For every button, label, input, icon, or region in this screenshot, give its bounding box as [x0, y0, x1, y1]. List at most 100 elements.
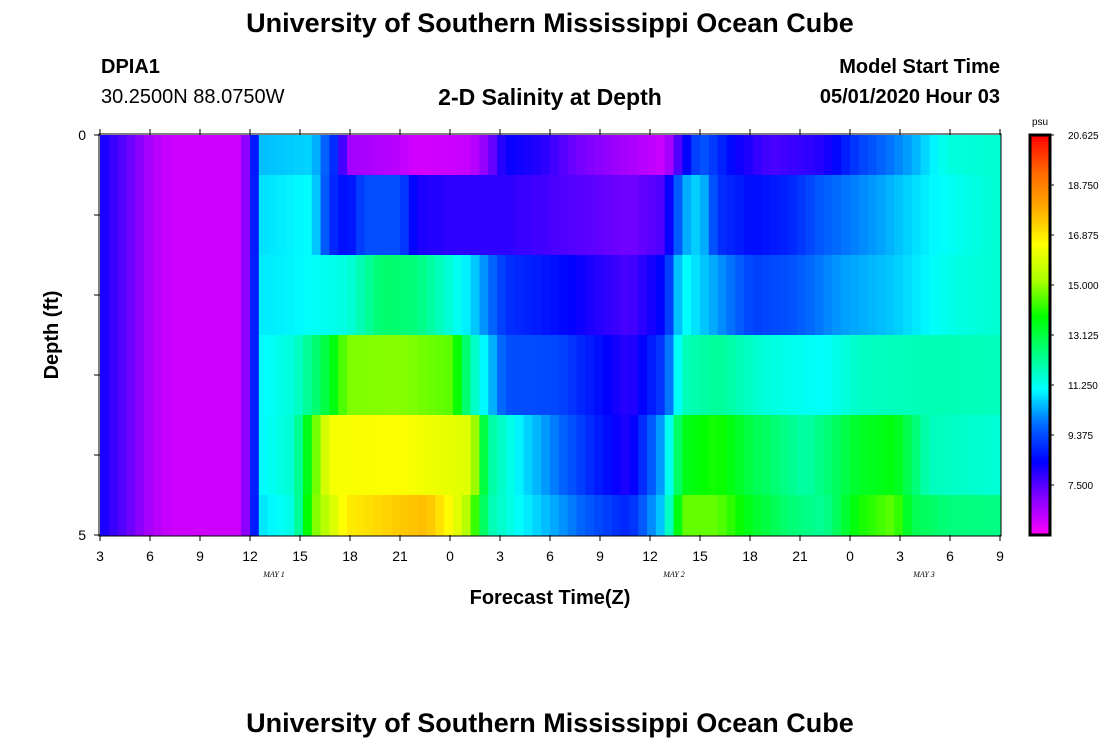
heatmap-cell [823, 495, 833, 536]
chart-subtitle: 2-D Salinity at Depth [438, 84, 662, 110]
heatmap-cell [232, 135, 242, 176]
heatmap-cell [311, 175, 322, 256]
heatmap-cell [523, 175, 533, 256]
heatmap-cell [858, 335, 869, 416]
heatmap-cell [364, 135, 375, 176]
x-tick-label: 3 [896, 548, 904, 564]
heatmap-cell [585, 495, 595, 536]
date-label: MAY 1 [262, 570, 285, 579]
heatmap-cell [664, 495, 675, 536]
heatmap-cell [770, 175, 781, 256]
heatmap-cell [700, 175, 710, 256]
x-tick-label: 18 [742, 548, 758, 564]
heatmap-cell [347, 255, 357, 336]
heatmap-cell [294, 255, 304, 336]
heatmap-cell [885, 175, 895, 256]
heatmap-cell [470, 415, 481, 496]
heatmap-cell [929, 175, 939, 256]
heatmap-cell [805, 415, 816, 496]
heatmap-cell [391, 415, 401, 496]
heatmap-cell [400, 255, 410, 336]
heatmap-cell [108, 415, 119, 496]
heatmap-cell [214, 175, 225, 256]
heatmap-cell [523, 335, 533, 416]
heatmap-cell [805, 495, 816, 536]
heatmap-cell [726, 415, 736, 496]
heatmap-cell [585, 255, 595, 336]
heatmap-cell [223, 495, 233, 536]
heatmap-cell [347, 135, 357, 176]
heatmap-cell [382, 495, 392, 536]
heatmap-cell [805, 255, 816, 336]
heatmap-cell [602, 175, 613, 256]
heatmap-cell [805, 175, 816, 256]
heatmap-cell [135, 495, 145, 536]
heatmap-cell [594, 495, 604, 536]
heatmap-cell [885, 495, 895, 536]
heatmap-cell [947, 335, 957, 416]
heatmap-cell [479, 335, 489, 416]
x-tick-label: 3 [496, 548, 504, 564]
heatmap-cell [214, 495, 225, 536]
heatmap-cell [302, 335, 313, 416]
heatmap-cell [611, 335, 622, 416]
heatmap-cell [488, 415, 498, 496]
heatmap-cell [867, 415, 878, 496]
heatmap-cell [400, 415, 410, 496]
heatmap-cell [108, 335, 119, 416]
heatmap-cell [100, 495, 110, 536]
heatmap-cell [691, 415, 701, 496]
heatmap-cell [488, 495, 498, 536]
heatmap-cell [400, 135, 410, 176]
heatmap-cell [223, 335, 233, 416]
heatmap-cell [885, 135, 895, 176]
date-label: MAY 2 [662, 570, 685, 579]
heatmap-cell [602, 255, 613, 336]
heatmap-cell [294, 335, 304, 416]
heatmap-cell [382, 335, 392, 416]
heatmap-cell [232, 495, 242, 536]
heatmap-cell [126, 495, 136, 536]
heatmap-cell [426, 175, 436, 256]
heatmap-cell [435, 255, 445, 336]
heatmap-cell [638, 495, 648, 536]
heatmap-cell [558, 175, 569, 256]
heatmap-cell [938, 175, 948, 256]
heatmap-cell [144, 495, 154, 536]
heatmap-cell [479, 415, 489, 496]
heatmap-cell [841, 335, 851, 416]
heatmap-cell [973, 135, 983, 176]
heatmap-cell [144, 415, 154, 496]
heatmap-cell [179, 415, 189, 496]
heatmap-cell [991, 255, 1001, 336]
heatmap-cell [541, 255, 551, 336]
heatmap-cell [558, 495, 569, 536]
heatmap-cell [814, 415, 825, 496]
heatmap-cell [744, 175, 754, 256]
heatmap-cell [541, 415, 551, 496]
heatmap-cell [841, 135, 851, 176]
heatmap-cell [444, 495, 454, 536]
heatmap-cell [752, 175, 763, 256]
heatmap-cell [567, 335, 578, 416]
heatmap-cell [611, 415, 622, 496]
heatmap-cell [955, 415, 966, 496]
heatmap-cell [488, 135, 498, 176]
heatmap-cell [744, 415, 754, 496]
heatmap-cell [655, 415, 666, 496]
heatmap-cell [170, 415, 181, 496]
heatmap-cell [823, 335, 833, 416]
heatmap-cell [100, 135, 110, 176]
heatmap-cell [135, 135, 145, 176]
heatmap-cell [947, 415, 957, 496]
heatmap-cell [850, 135, 860, 176]
heatmap-cell [850, 495, 860, 536]
heatmap-cell [911, 415, 922, 496]
heatmap-cell [391, 255, 401, 336]
heatmap-cell [276, 415, 286, 496]
heatmap-cell [329, 135, 339, 176]
heatmap-cell [302, 495, 313, 536]
heatmap-cell [276, 175, 286, 256]
heatmap-cell [258, 255, 269, 336]
heatmap-cell [532, 415, 542, 496]
